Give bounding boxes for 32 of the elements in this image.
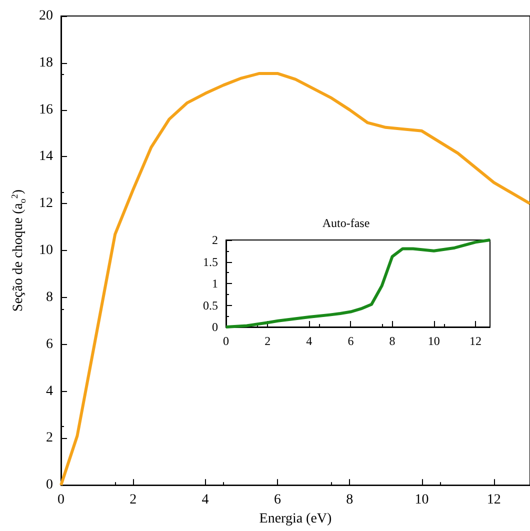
- y-axis-title: Seção de choque (ao2): [10, 189, 28, 312]
- y-tick-label: 8: [46, 290, 53, 305]
- y-tick-label: 0: [46, 478, 53, 493]
- y-tick-label: 14: [39, 149, 53, 164]
- y-tick-label: 1: [212, 276, 218, 290]
- x-tick-label: 8: [389, 334, 396, 348]
- y-tick-label: 4: [46, 384, 53, 399]
- x-axis-title: Energia (eV): [259, 512, 332, 526]
- y-tick-label: 16: [39, 102, 53, 118]
- x-tick-label: 8: [346, 492, 354, 508]
- x-tick-label: 10: [428, 334, 440, 348]
- y-tick-label: 18: [39, 55, 53, 70]
- x-tick-label: 2: [264, 334, 271, 348]
- y-tick-label: 12: [39, 196, 53, 212]
- x-tick-label: 0: [223, 334, 229, 348]
- chart-title: Auto-fase: [322, 216, 370, 230]
- y-tick-label: 1.5: [203, 254, 218, 269]
- x-tick-label: 0: [58, 492, 64, 508]
- y-tick-label: 2: [46, 430, 53, 446]
- x-tick-label: 2: [130, 492, 137, 508]
- y-tick-label: 20: [39, 8, 53, 24]
- line-series: [224, 238, 492, 328]
- y-tick-label: 0.5: [203, 298, 218, 312]
- x-tick-label: 12: [469, 334, 482, 348]
- x-tick-label: 4: [306, 334, 312, 348]
- x-tick-label: 12: [486, 492, 501, 508]
- x-tick-label: 6: [274, 492, 281, 508]
- y-tick-label: 10: [39, 243, 53, 258]
- x-tick-label: 10: [414, 492, 429, 508]
- x-tick-label: 6: [348, 334, 354, 348]
- y-tick-label: 2: [212, 233, 218, 247]
- y-tick-label: 0: [212, 320, 218, 334]
